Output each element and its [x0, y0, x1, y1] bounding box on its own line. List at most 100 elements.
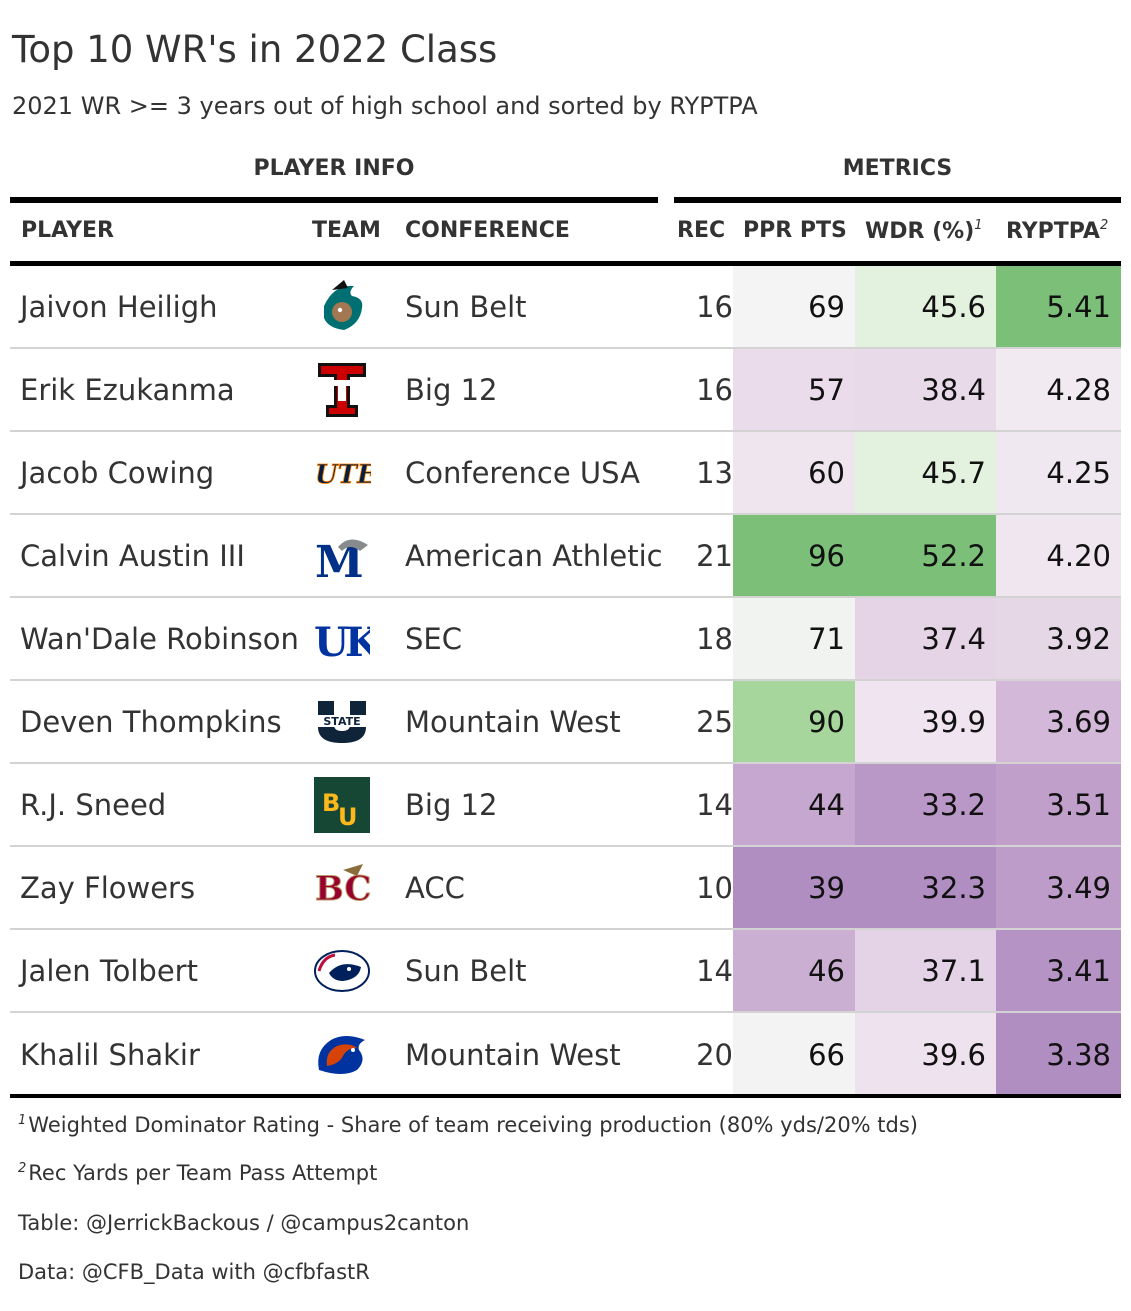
- svg-text:U: U: [338, 803, 358, 831]
- wdr-value: 45.7: [855, 432, 996, 513]
- ppr-value: 96: [733, 515, 855, 596]
- rec-value: 25: [696, 704, 733, 739]
- ppr-value: 39: [733, 847, 855, 928]
- rec-value: 13: [696, 455, 733, 490]
- ppr-value: 44: [733, 764, 855, 845]
- source-credit-data: Data: @CFB_Data with @cfbfastR: [18, 1260, 370, 1284]
- wdr-value: 39.9: [855, 681, 996, 762]
- rec-value: 20: [696, 1037, 733, 1072]
- svg-text:BC: BC: [315, 869, 371, 909]
- rec-value: 16: [696, 372, 733, 407]
- conference: Sun Belt: [405, 289, 527, 324]
- footnote-1-text: Weighted Dominator Rating - Share of tea…: [28, 1113, 919, 1137]
- spanner-player-info: PLAYER INFO: [253, 156, 415, 181]
- column-header-wdr-label: WDR (%): [865, 219, 975, 244]
- spanner-metrics-rule: [674, 197, 1121, 203]
- player-name: Zay Flowers: [20, 870, 196, 905]
- rec-value: 16: [696, 289, 733, 324]
- svg-text:UK: UK: [314, 619, 370, 662]
- column-header-ryptpa: RYPTPA2: [1006, 218, 1108, 244]
- rec-value: 14: [696, 953, 733, 988]
- table-row: Wan'Dale Robinson UK SEC 18 71 37.4 3.92: [10, 598, 1121, 681]
- kentucky-logo: UK: [310, 598, 374, 679]
- footnote-1-mark: 1: [18, 1113, 27, 1128]
- conference: American Athletic: [405, 538, 663, 573]
- wdr-value: 33.2: [855, 764, 996, 845]
- table-row: Khalil Shakir Mountain West 20 66 39.6 3…: [10, 1013, 1121, 1096]
- table-row: Jacob Cowing UTEP Conference USA 13 60 4…: [10, 432, 1121, 515]
- utah-state-logo: STATE: [310, 681, 374, 762]
- ryptpa-value: 3.51: [996, 764, 1121, 845]
- wdr-value: 52.2: [855, 515, 996, 596]
- column-header-ryptpa-label: RYPTPA: [1006, 219, 1100, 244]
- table-row: Deven Thompkins STATE Mountain West 25 9…: [10, 681, 1121, 764]
- wdr-value: 38.4: [855, 349, 996, 430]
- utep-logo: UTEP: [310, 432, 374, 513]
- texas-tech-logo: [310, 349, 374, 430]
- footnote-2-text: Rec Yards per Team Pass Attempt: [28, 1161, 378, 1185]
- ppr-value: 60: [733, 432, 855, 513]
- table-row: Jaivon Heiligh Sun Belt 16 69 45.6 5.41: [10, 266, 1121, 349]
- column-header-conference: CONFERENCE: [405, 218, 570, 243]
- ryptpa-value: 3.38: [996, 1013, 1121, 1096]
- ryptpa-value: 4.20: [996, 515, 1121, 596]
- player-name: Jaivon Heiligh: [20, 289, 218, 324]
- ppr-value: 66: [733, 1013, 855, 1096]
- rec-value: 10: [696, 870, 733, 905]
- ryptpa-value: 3.69: [996, 681, 1121, 762]
- conference: Big 12: [405, 787, 498, 822]
- conference: Sun Belt: [405, 953, 527, 988]
- footnote-mark-1: 1: [974, 218, 983, 233]
- conference: Mountain West: [405, 1037, 621, 1072]
- column-header-player: PLAYER: [21, 218, 114, 243]
- column-header-ppr: PPR PTS: [743, 218, 847, 243]
- table-title: Top 10 WR's in 2022 Class: [12, 28, 498, 71]
- player-name: Jacob Cowing: [20, 455, 215, 490]
- ryptpa-value: 3.49: [996, 847, 1121, 928]
- conference: Big 12: [405, 372, 498, 407]
- player-name: Jalen Tolbert: [20, 953, 198, 988]
- wdr-value: 37.4: [855, 598, 996, 679]
- footnote-2: 2Rec Yards per Team Pass Attempt: [18, 1161, 377, 1185]
- footnote-mark-2: 2: [1099, 218, 1109, 233]
- source-credit-table: Table: @JerrickBackous / @campus2canton: [18, 1211, 470, 1235]
- ppr-value: 69: [733, 266, 855, 347]
- table-row: Calvin Austin III M American Athletic 21…: [10, 515, 1121, 598]
- conference: SEC: [405, 621, 462, 656]
- table-row: Jalen Tolbert Sun Belt 14 46 37.1 3.41: [10, 930, 1121, 1013]
- ppr-value: 57: [733, 349, 855, 430]
- table-row: Erik Ezukanma Big 12 16 57 38.4 4.28: [10, 349, 1121, 432]
- table-body: Jaivon Heiligh Sun Belt 16 69 45.6 5.41 …: [10, 266, 1121, 1096]
- column-header-rec: REC: [677, 218, 726, 243]
- ryptpa-value: 3.41: [996, 930, 1121, 1011]
- rec-value: 14: [696, 787, 733, 822]
- ppr-value: 90: [733, 681, 855, 762]
- column-header-team: TEAM: [312, 218, 381, 243]
- conference: Mountain West: [405, 704, 621, 739]
- header-rule: [10, 261, 1121, 266]
- wdr-value: 45.6: [855, 266, 996, 347]
- player-name: Erik Ezukanma: [20, 372, 235, 407]
- svg-text:STATE: STATE: [323, 715, 360, 728]
- ryptpa-value: 5.41: [996, 266, 1121, 347]
- player-name: Khalil Shakir: [20, 1037, 200, 1072]
- wdr-value: 32.3: [855, 847, 996, 928]
- ppr-value: 71: [733, 598, 855, 679]
- footnote-1: 1Weighted Dominator Rating - Share of te…: [18, 1113, 918, 1137]
- table-subtitle: 2021 WR >= 3 years out of high school an…: [12, 92, 758, 120]
- player-name: Deven Thompkins: [20, 704, 282, 739]
- boise-state-logo: [310, 1013, 374, 1096]
- south-alabama-logo: [310, 930, 374, 1011]
- ryptpa-value: 3.92: [996, 598, 1121, 679]
- coastal-carolina-logo: [310, 266, 374, 347]
- svg-text:UTEP: UTEP: [315, 460, 371, 490]
- wdr-value: 39.6: [855, 1013, 996, 1096]
- column-header-wdr: WDR (%)1: [865, 218, 983, 244]
- ryptpa-value: 4.25: [996, 432, 1121, 513]
- svg-text:B: B: [322, 789, 340, 817]
- ryptpa-value: 4.28: [996, 349, 1121, 430]
- spanner-metrics: METRICS: [842, 156, 953, 181]
- player-name: R.J. Sneed: [20, 787, 167, 822]
